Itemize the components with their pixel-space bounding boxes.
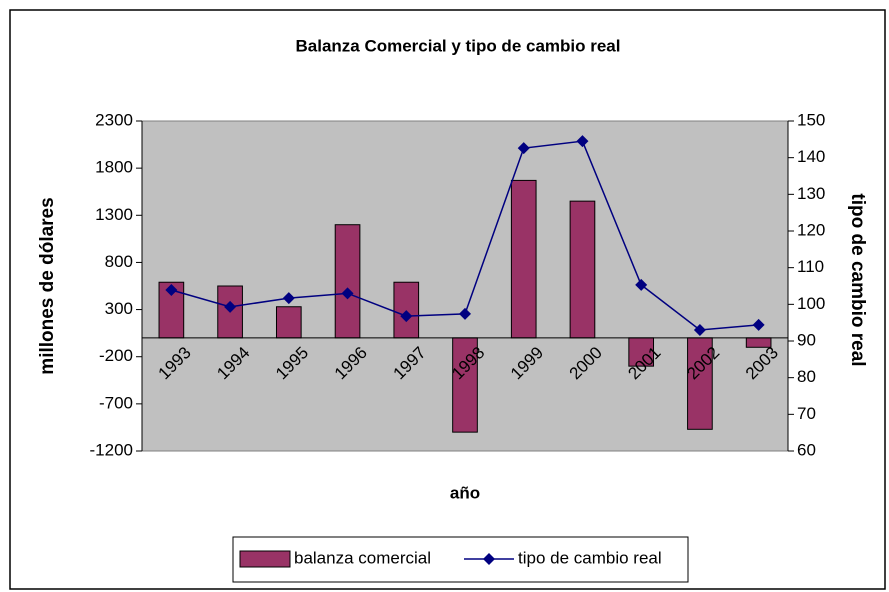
- y-tick-label: -200: [99, 346, 133, 365]
- legend-label: tipo de cambio real: [518, 548, 662, 567]
- marker: [517, 142, 530, 155]
- marker: [693, 324, 706, 336]
- y-tick-label: 800: [105, 252, 133, 271]
- legend-swatch: [239, 550, 291, 568]
- y2-tick-label: 130: [797, 184, 825, 203]
- marker: [282, 292, 295, 305]
- bar: [628, 337, 655, 367]
- y2-tick-label: 80: [797, 367, 816, 386]
- marker: [224, 300, 237, 313]
- plot-area: [141, 120, 789, 452]
- y-tick-label: 1800: [95, 158, 133, 177]
- y2-axis-title: tipo de cambio real: [847, 193, 868, 366]
- y2-tick-label: 60: [797, 440, 816, 459]
- y2-tick-label: 120: [797, 220, 825, 239]
- bar: [510, 179, 537, 339]
- y2-tick-label: 140: [797, 147, 825, 166]
- legend-label: balanza comercial: [294, 548, 431, 567]
- marker: [635, 278, 648, 291]
- marker: [165, 284, 178, 297]
- y-axis-title: millones de dólares: [37, 197, 58, 374]
- marker: [752, 318, 765, 331]
- y2-tick-label: 150: [797, 110, 825, 129]
- y2-tick-label: 90: [797, 330, 816, 349]
- y2-tick-label: 110: [797, 257, 824, 276]
- y-tick-label: 2300: [95, 110, 133, 129]
- y-tick-label: 1300: [95, 205, 133, 224]
- legend: [232, 536, 689, 583]
- y-tick-label: -1200: [90, 440, 133, 459]
- bar: [452, 337, 478, 433]
- bar: [393, 281, 420, 339]
- legend-marker: [483, 553, 495, 565]
- chart-title: Balanza Comercial y tipo de cambio real: [295, 36, 620, 55]
- y2-tick-label: 100: [797, 294, 825, 313]
- bar: [569, 200, 596, 339]
- bar: [158, 281, 185, 339]
- bar: [687, 337, 713, 430]
- marker: [576, 135, 589, 148]
- x-axis-title: año: [450, 483, 480, 502]
- y2-tick-label: 70: [797, 404, 816, 423]
- y-tick-label: 300: [105, 299, 133, 318]
- marker: [400, 310, 413, 323]
- bar: [275, 306, 302, 339]
- bar: [334, 224, 361, 339]
- marker: [341, 287, 354, 300]
- marker: [459, 307, 471, 320]
- y-tick-label: -700: [99, 393, 133, 412]
